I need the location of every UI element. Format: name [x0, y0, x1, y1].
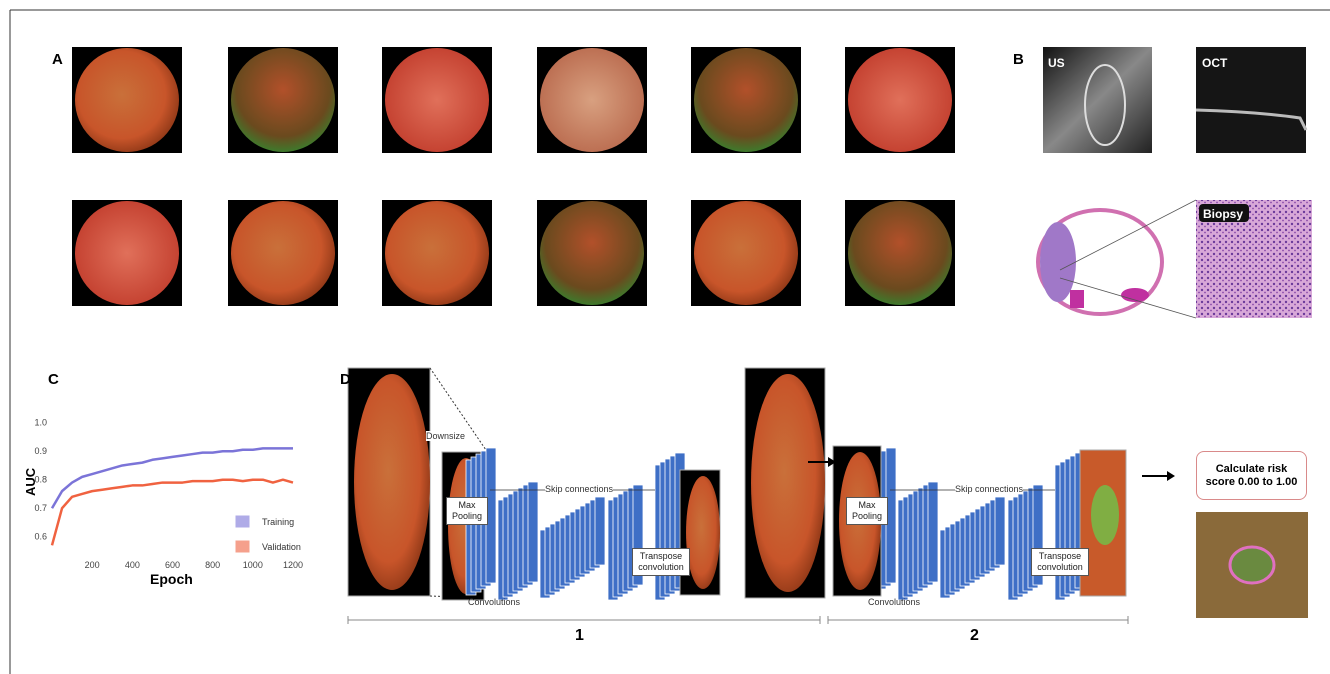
legend-swatch	[236, 516, 249, 527]
x-tick-label: 200	[85, 560, 100, 570]
panel-label: A	[52, 51, 63, 68]
legend-label: Validation	[262, 542, 301, 552]
y-tick-label: 0.7	[34, 503, 47, 513]
fundus-image	[231, 201, 335, 305]
x-tick-label: 600	[165, 560, 180, 570]
fundus-image	[231, 48, 335, 152]
feature-map	[928, 482, 938, 582]
downsize-label: Downsize	[426, 431, 465, 441]
histology-mass	[1070, 290, 1084, 308]
x-tick-label: 400	[125, 560, 140, 570]
data-line	[52, 448, 293, 508]
panel-label: B	[1013, 51, 1024, 68]
fundus-image	[540, 201, 644, 305]
feature-map	[595, 497, 605, 565]
fundus-image	[75, 48, 179, 152]
x-axis-label: Epoch	[150, 571, 193, 587]
segmentation-mask	[1091, 485, 1119, 545]
arrow-head	[1167, 471, 1175, 481]
max-pooling-label: Max Pooling	[846, 497, 888, 525]
x-tick-label: 1200	[283, 560, 303, 570]
y-tick-label: 1.0	[34, 418, 47, 428]
fundus-image	[694, 201, 798, 305]
fundus-image	[694, 48, 798, 152]
fundus-slab	[751, 374, 825, 592]
figure: A B C D US OCT Biopsy Epoch AUC 1 2 1.00…	[0, 0, 1330, 674]
output-lesion	[1230, 547, 1274, 583]
legend-swatch	[236, 541, 249, 552]
fundus-image	[75, 201, 179, 305]
max-pooling-label: Max Pooling	[446, 497, 488, 525]
fundus-image	[848, 201, 952, 305]
y-tick-label: 0.9	[34, 446, 47, 456]
risk-box: Calculate risk score 0.00 to 1.00	[1196, 451, 1307, 500]
image-label: US	[1048, 56, 1065, 70]
fundus-image	[385, 48, 489, 152]
y-tick-label: 0.6	[34, 532, 47, 542]
data-line	[52, 480, 293, 546]
transpose-label: Transpose convolution	[1031, 548, 1089, 576]
convolutions-label: Convolutions	[468, 597, 520, 607]
skip-connections-label: Skip connections	[955, 484, 1023, 494]
fundus-slab	[686, 476, 720, 589]
x-tick-label: 800	[205, 560, 220, 570]
transpose-label: Transpose convolution	[632, 548, 690, 576]
x-tick-label: 1000	[243, 560, 263, 570]
fundus-image	[385, 201, 489, 305]
y-tick-label: 0.8	[34, 475, 47, 485]
image-label: Biopsy	[1203, 207, 1243, 221]
feature-map	[528, 482, 538, 582]
convolutions-label: Convolutions	[868, 597, 920, 607]
section-number: 1	[575, 627, 584, 644]
section-number: 2	[970, 627, 979, 644]
image-label: OCT	[1202, 56, 1228, 70]
fundus-image	[848, 48, 952, 152]
feature-map	[995, 497, 1005, 565]
panel-label: D	[340, 371, 351, 388]
fundus-slab	[354, 374, 430, 590]
legend-label: Training	[262, 517, 294, 527]
skip-connections-label: Skip connections	[545, 484, 613, 494]
fundus-image	[540, 48, 644, 152]
panel-label: C	[48, 371, 59, 388]
